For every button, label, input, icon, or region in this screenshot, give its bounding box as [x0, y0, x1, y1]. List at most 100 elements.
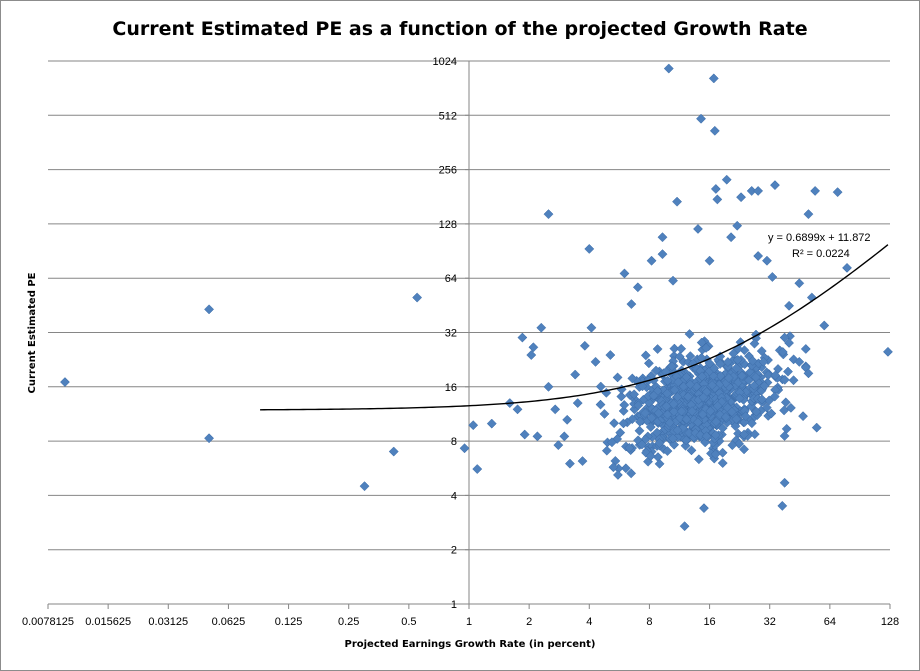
data-point [681, 372, 692, 383]
data-point [676, 343, 687, 354]
data-point [468, 420, 479, 431]
data-point [701, 431, 712, 442]
data-point [590, 356, 601, 367]
data-point [672, 391, 683, 402]
data-point [690, 427, 701, 438]
data-point [550, 404, 561, 415]
x-tick-label: 16 [703, 616, 715, 628]
data-point [669, 439, 680, 450]
data-point [472, 464, 483, 474]
y-tick-label: 512 [439, 110, 457, 122]
data-point [528, 342, 539, 353]
data-point [882, 346, 893, 357]
data-point [726, 232, 737, 243]
data-point [698, 392, 709, 403]
data-point [675, 413, 685, 423]
data-point [519, 429, 530, 440]
data-point [717, 423, 728, 434]
trendline-equation-label: y = 0.6899x + 11.872 [768, 232, 871, 244]
data-point [612, 469, 623, 480]
x-tick-labels: 0.0078125 0.015625 0.03125 0.0625 0.125 0.25 0… [22, 616, 899, 628]
data-point [697, 371, 707, 382]
data-point [673, 377, 684, 388]
data-point [662, 388, 673, 399]
y-tick-label: 8 [451, 436, 457, 448]
data-point [739, 417, 750, 428]
data-point [717, 447, 728, 458]
data-point [359, 481, 370, 492]
data-point [388, 446, 399, 457]
data-point [747, 355, 758, 366]
data-point [749, 338, 760, 349]
data-point [693, 454, 704, 465]
data-point [654, 458, 665, 469]
data-point [699, 503, 709, 514]
data-point [794, 278, 805, 289]
data-point [609, 418, 620, 429]
x-axis-title: Projected Earnings Growth Rate (in perce… [344, 639, 595, 650]
data-point [517, 332, 528, 343]
data-point [710, 430, 721, 440]
data-point [572, 398, 583, 409]
axes [47, 60, 891, 609]
y-tick-label: 4 [451, 490, 457, 502]
data-point [657, 232, 668, 243]
data-point [705, 406, 716, 417]
data-point [676, 406, 687, 417]
data-point [750, 372, 761, 383]
data-point [629, 389, 640, 400]
data-point [204, 304, 215, 315]
data-point [570, 369, 581, 380]
data-point [412, 292, 423, 303]
data-point [695, 430, 706, 441]
data-point [633, 400, 644, 411]
y-axis-title: Current Estimated PE [27, 272, 38, 393]
y-tick-label: 16 [445, 382, 457, 394]
data-point [618, 418, 629, 429]
data-point [739, 444, 750, 455]
data-point [709, 125, 720, 136]
data-point [717, 458, 728, 469]
data-point [710, 449, 721, 460]
data-point [651, 365, 661, 376]
data-point [645, 451, 656, 461]
data-point [662, 446, 673, 457]
data-point [683, 391, 693, 402]
y-tick-labels: 1 2 4 8 16 32 64 128 256 512 1024 [433, 56, 457, 611]
data-point [577, 456, 588, 467]
data-point [680, 440, 691, 451]
x-tick-label: 64 [824, 616, 836, 628]
data-point [761, 402, 772, 413]
data-point [687, 406, 698, 417]
data-point [756, 346, 767, 357]
data-point [785, 402, 796, 413]
x-tick-label: 128 [881, 616, 899, 628]
data-point [669, 343, 680, 354]
y-tick-label: 128 [439, 219, 457, 231]
data-point [562, 414, 573, 425]
data-point [632, 282, 643, 293]
data-point [712, 194, 723, 205]
data-point [723, 373, 734, 383]
data-point [679, 521, 690, 532]
data-point [722, 357, 733, 367]
data-points-cluster [595, 329, 811, 480]
data-point [707, 380, 718, 391]
data-point [727, 440, 738, 451]
x-tick-label: 0.125 [275, 616, 303, 628]
data-point [669, 384, 680, 395]
data-point [654, 438, 665, 449]
x-tick-label: 4 [586, 616, 592, 628]
data-point [736, 192, 747, 203]
data-point [740, 411, 751, 422]
data-point [672, 425, 683, 436]
data-point [607, 437, 617, 448]
data-point [636, 439, 647, 450]
data-point [672, 196, 683, 207]
data-point [749, 380, 760, 391]
data-point [543, 209, 554, 220]
data-point [783, 366, 793, 377]
data-point [714, 379, 725, 390]
data-point [526, 350, 537, 360]
x-tick-label: 0.015625 [85, 616, 131, 628]
